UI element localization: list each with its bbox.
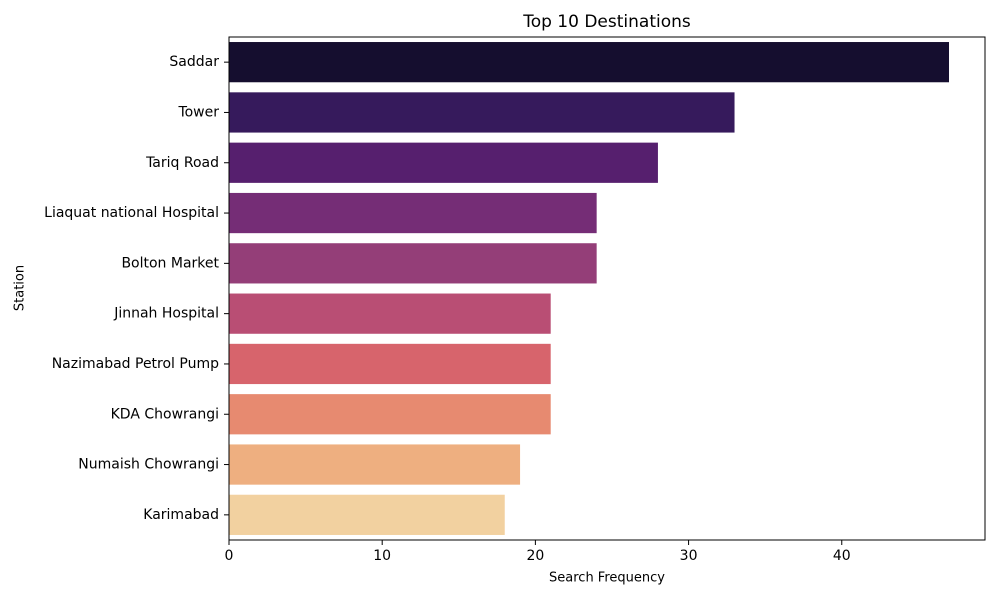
bar bbox=[229, 42, 949, 83]
y-tick-label: Jinnah Hospital bbox=[113, 306, 219, 322]
plot-frame bbox=[228, 36, 986, 541]
y-tick-label: Tariq Road bbox=[145, 155, 219, 171]
y-tick-label: Numaish Chowrangi bbox=[78, 457, 219, 473]
bar bbox=[229, 142, 658, 183]
y-tick-label: Tower bbox=[177, 104, 219, 120]
y-tick-label: Liaquat national Hospital bbox=[44, 205, 219, 221]
x-tick-label: 20 bbox=[526, 548, 544, 564]
bar bbox=[229, 243, 597, 284]
x-tick-label: 30 bbox=[680, 548, 698, 564]
y-tick-label: Saddar bbox=[169, 54, 219, 70]
x-axis-label: Search Frequency bbox=[549, 571, 665, 586]
y-tick-label: KDA Chowrangi bbox=[111, 406, 219, 422]
bar bbox=[229, 494, 505, 535]
y-axis-label: Station bbox=[13, 265, 28, 311]
y-tick-label: Bolton Market bbox=[121, 255, 219, 271]
chart-title: Top 10 Destinations bbox=[522, 12, 691, 32]
x-tick-label: 0 bbox=[225, 548, 234, 564]
y-tick-label: Nazimabad Petrol Pump bbox=[52, 356, 219, 372]
x-tick-label: 40 bbox=[833, 548, 851, 564]
y-tick-label: Karimabad bbox=[143, 507, 219, 523]
bar bbox=[229, 192, 597, 234]
x-tick-label: 10 bbox=[373, 548, 391, 564]
bar bbox=[229, 92, 735, 133]
bar bbox=[229, 394, 551, 435]
bar bbox=[229, 343, 551, 385]
bar bbox=[229, 293, 551, 334]
bar bbox=[229, 444, 521, 485]
